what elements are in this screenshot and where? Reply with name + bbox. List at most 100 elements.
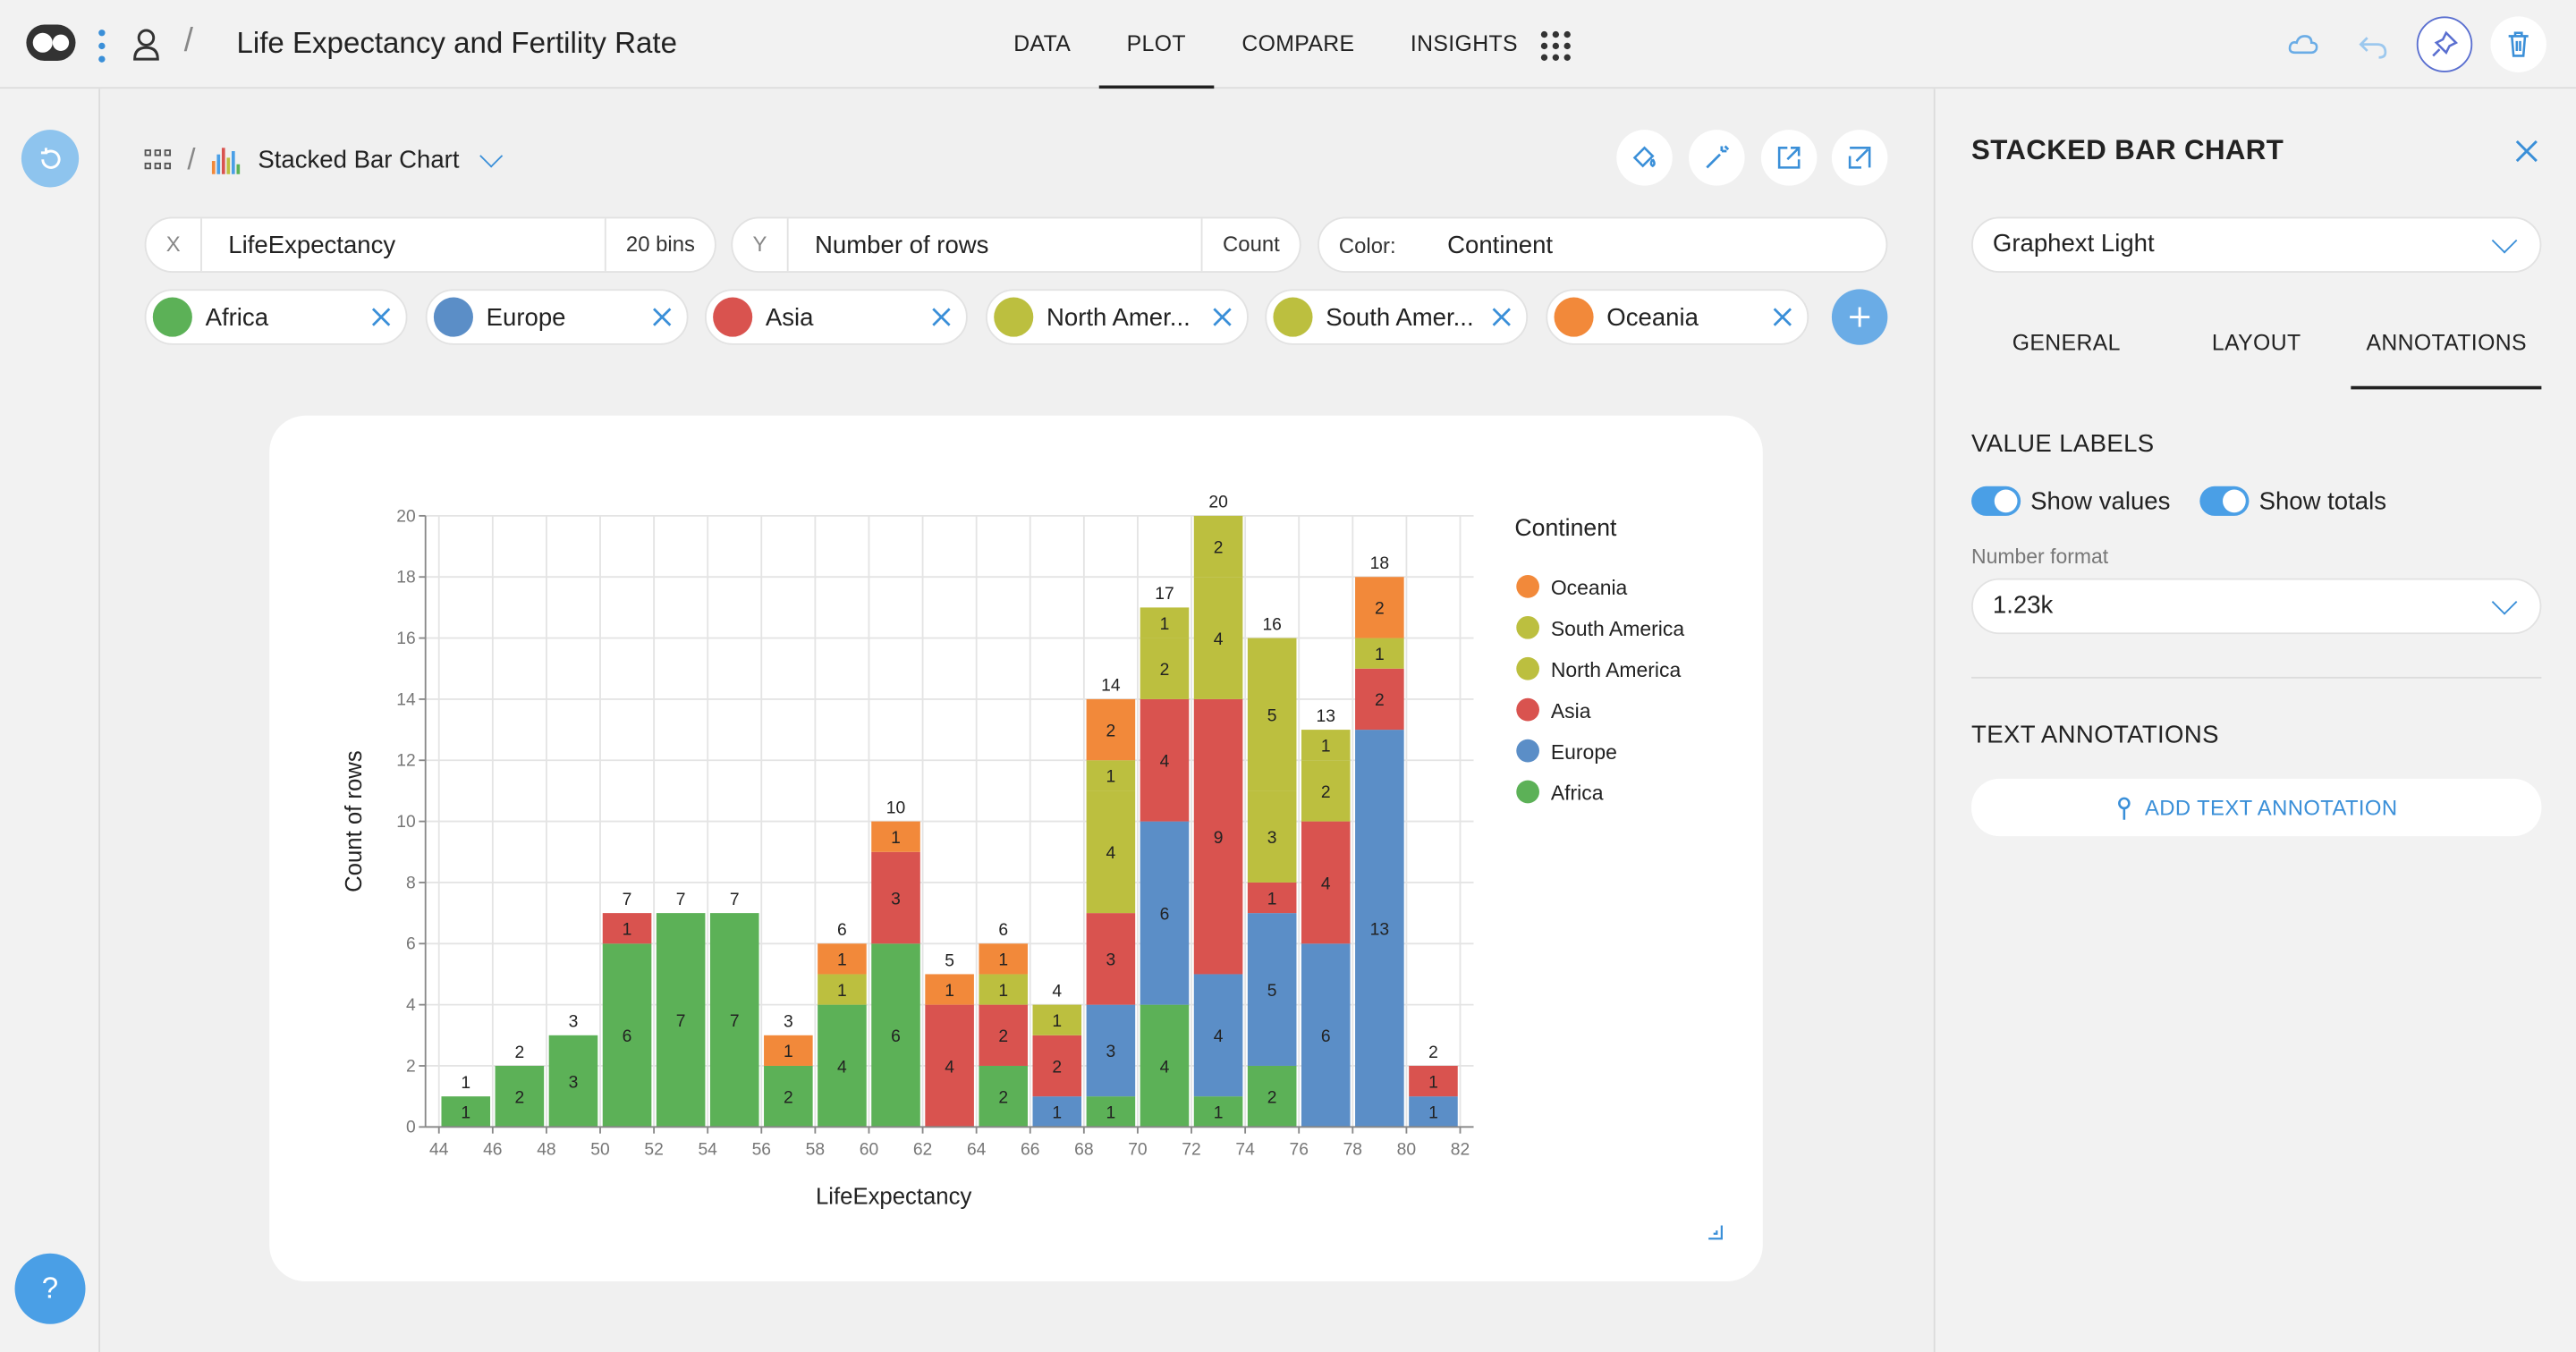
legend-swatch	[1516, 697, 1539, 722]
chip-africa[interactable]: Africa	[144, 289, 408, 345]
bar-value-label: 13	[1370, 921, 1389, 940]
legend-label: North America	[1551, 658, 1682, 681]
remove-icon[interactable]	[1477, 292, 1526, 342]
expand-panel-button[interactable]	[1831, 130, 1888, 186]
trash-button[interactable]	[2490, 16, 2546, 72]
bar-total-label: 4	[1052, 982, 1062, 1001]
bar-value-label: 4	[1321, 875, 1331, 893]
kebab-menu-icon[interactable]	[92, 30, 112, 63]
remove-icon[interactable]	[638, 292, 687, 342]
bar-value-label: 1	[461, 1104, 470, 1123]
add-text-annotation-label: ADD TEXT ANNOTATION	[2144, 795, 2398, 820]
help-button[interactable]: ?	[14, 1253, 86, 1324]
x-tick-label: 60	[860, 1141, 878, 1160]
chip-south-america[interactable]: South Amer...	[1265, 289, 1529, 345]
number-format-select[interactable]: 1.23k	[1971, 578, 2542, 635]
grid-view-icon[interactable]	[144, 148, 172, 172]
bar-total-label: 18	[1370, 554, 1389, 573]
stacked-bar-chart[interactable]: 1122336177777213411663110415221161214133…	[269, 416, 1763, 1281]
chevron-down-icon[interactable]	[479, 143, 503, 167]
chart-breadcrumb: / Stacked Bar Chart	[144, 143, 503, 178]
remove-icon[interactable]	[357, 292, 406, 342]
remove-icon[interactable]	[1198, 292, 1247, 342]
cloud-icon[interactable]	[2287, 28, 2320, 61]
apps-icon[interactable]	[1540, 30, 1571, 61]
number-format-label: Number format	[1971, 545, 2109, 569]
bar-segment	[1140, 1004, 1190, 1128]
remove-icon[interactable]	[1758, 292, 1807, 342]
bar-segment	[764, 1035, 813, 1066]
color-swatch[interactable]	[433, 297, 473, 337]
user-icon[interactable]	[131, 26, 161, 62]
tab-compare[interactable]: COMPARE	[1241, 30, 1355, 56]
bar-segment	[1140, 821, 1190, 1005]
bar-segment	[979, 974, 1028, 1005]
x-tick-label: 62	[913, 1141, 932, 1160]
chip-europe[interactable]: Europe	[425, 289, 689, 345]
undo-icon[interactable]	[2358, 28, 2391, 61]
bar-segment	[1247, 790, 1297, 883]
chip-asia[interactable]: Asia	[704, 289, 968, 345]
resize-handle-icon[interactable]	[1705, 1222, 1724, 1242]
bar-segment	[764, 1065, 813, 1128]
magic-wand-button[interactable]	[1689, 130, 1745, 186]
remove-icon[interactable]	[917, 292, 966, 342]
color-swatch[interactable]	[1554, 297, 1594, 337]
chip-oceania[interactable]: Oceania	[1546, 289, 1809, 345]
bar-total-label: 1	[461, 1074, 470, 1093]
bar-value-label: 1	[1428, 1073, 1438, 1092]
x-bins-select[interactable]: 20 bins	[605, 218, 715, 272]
bar-segment	[1301, 943, 1351, 1128]
legend-label: Africa	[1551, 782, 1604, 805]
bar-total-label: 7	[730, 891, 740, 909]
chip-north-america[interactable]: North Amer...	[986, 289, 1249, 345]
tab-plot[interactable]: PLOT	[1098, 0, 1215, 89]
bar-segment	[1032, 1096, 1082, 1128]
theme-select[interactable]: Graphext Light	[1971, 216, 2542, 273]
y-encoding-field[interactable]: Y Number of rows Count	[731, 216, 1301, 273]
close-icon[interactable]	[2513, 138, 2539, 164]
top-bar: / Life Expectancy and Fertility Rate DAT…	[0, 0, 2576, 89]
bar-value-label: 6	[1321, 1027, 1331, 1046]
show-totals-toggle[interactable]	[2199, 486, 2250, 516]
color-swatch[interactable]	[994, 297, 1034, 337]
tab-data[interactable]: DATA	[1013, 30, 1072, 56]
color-field-name[interactable]: Continent	[1447, 231, 1554, 259]
project-title[interactable]: Life Expectancy and Fertility Rate	[236, 26, 677, 60]
tab-insights[interactable]: INSIGHTS	[1410, 30, 1518, 56]
x-tick-label: 66	[1021, 1141, 1039, 1160]
bar-value-label: 3	[1106, 1043, 1116, 1061]
legend-swatch	[1516, 656, 1539, 680]
bar-segment	[602, 913, 652, 944]
y-aggregate-select[interactable]: Count	[1201, 218, 1300, 272]
value-label-toggles: Show values Show totals	[1971, 486, 2386, 516]
x-field-name[interactable]: LifeExpectancy	[228, 231, 396, 259]
pin-icon	[2117, 796, 2130, 819]
add-text-annotation-button[interactable]: ADD TEXT ANNOTATION	[1971, 778, 2542, 837]
x-tick-label: 68	[1074, 1141, 1093, 1160]
logo-icon[interactable]	[26, 24, 76, 61]
show-values-toggle[interactable]	[1971, 486, 2021, 516]
bar-value-label: 1	[1267, 890, 1277, 908]
color-swatch[interactable]	[713, 297, 753, 337]
legend-label: South America	[1551, 617, 1684, 640]
tab-general[interactable]: GENERAL	[2012, 330, 2121, 355]
open-external-button[interactable]	[1760, 130, 1818, 186]
chart-type-label[interactable]: Stacked Bar Chart	[258, 146, 460, 174]
pin-button[interactable]	[2416, 16, 2473, 72]
color-encoding-field[interactable]: Color: Continent	[1318, 216, 1888, 273]
color-swatch[interactable]	[152, 297, 192, 337]
reset-view-button[interactable]	[21, 130, 80, 188]
bar-value-label: 3	[1267, 829, 1277, 848]
color-swatch[interactable]	[1273, 297, 1313, 337]
external-link-icon	[1777, 147, 1801, 169]
x-encoding-field[interactable]: X LifeExpectancy 20 bins	[144, 216, 716, 273]
tab-layout[interactable]: LAYOUT	[2211, 330, 2301, 355]
bar-segment	[1247, 638, 1297, 791]
add-category-button[interactable]	[1831, 289, 1888, 345]
bar-total-label: 3	[569, 1013, 579, 1032]
y-field-name[interactable]: Number of rows	[815, 231, 989, 259]
paint-bucket-button[interactable]	[1616, 130, 1673, 186]
tab-annotations[interactable]: ANNOTATIONS	[2351, 304, 2542, 390]
expand-icon	[1848, 147, 1871, 169]
